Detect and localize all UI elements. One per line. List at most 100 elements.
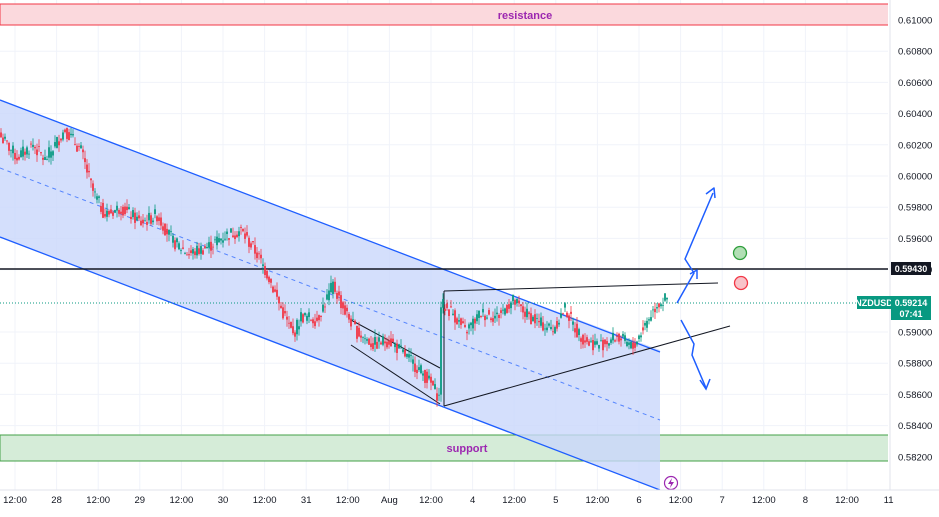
y-tick-label: 0.59600 <box>898 234 932 245</box>
candle <box>634 338 636 352</box>
candle <box>182 240 184 250</box>
candle <box>430 373 432 391</box>
candle <box>566 311 568 319</box>
candle <box>582 333 584 349</box>
candle <box>344 301 346 316</box>
candle <box>416 365 418 380</box>
red-circle-icon <box>733 275 749 291</box>
candle <box>524 306 526 323</box>
candle <box>84 150 86 169</box>
candle <box>382 333 384 347</box>
candle <box>620 335 622 347</box>
candle <box>322 297 324 313</box>
candle <box>498 313 500 326</box>
candle <box>168 229 170 242</box>
candle <box>530 307 532 325</box>
candle <box>126 199 128 214</box>
candle <box>206 242 208 249</box>
candle <box>366 337 368 344</box>
candle <box>76 143 78 152</box>
candle <box>86 159 88 179</box>
candle <box>120 205 122 221</box>
candle <box>334 277 336 295</box>
candle <box>180 248 182 255</box>
candle <box>194 247 196 259</box>
candle <box>490 316 492 323</box>
candle <box>662 297 664 312</box>
y-axis[interactable]: 0.61000 0.60800 0.60600 0.60400 0.60200 0.600… <box>898 16 932 464</box>
candle <box>570 306 572 322</box>
candle <box>448 309 450 321</box>
candle <box>494 308 496 324</box>
candle <box>378 331 380 349</box>
candle <box>600 334 602 342</box>
candle <box>358 321 360 338</box>
candle <box>520 304 522 313</box>
candle <box>234 231 236 244</box>
falling-wedge <box>350 319 441 405</box>
x-axis[interactable]: 12:00 28 12:00 29 12:00 30 12:00 31 12:00 Aug 12:0… <box>3 495 893 506</box>
candle <box>318 314 320 327</box>
candle <box>590 337 592 343</box>
candle <box>16 150 18 164</box>
candle <box>418 359 420 372</box>
candle <box>236 230 238 238</box>
candle <box>658 302 660 313</box>
candle <box>478 309 480 325</box>
candle <box>598 344 600 352</box>
candle <box>294 330 296 342</box>
candle <box>532 315 534 322</box>
candle <box>626 339 628 348</box>
y-tick-label: 0.58600 <box>898 390 932 401</box>
candle <box>438 387 440 402</box>
candle <box>316 310 318 323</box>
candle <box>542 315 544 332</box>
candle <box>624 332 626 344</box>
candle <box>390 331 392 347</box>
candle <box>654 302 656 319</box>
current-price-value: 0.59214 <box>895 298 928 308</box>
candle <box>210 235 212 258</box>
y-tick-label: 0.59800 <box>898 203 932 214</box>
candle <box>92 180 94 197</box>
candle <box>426 368 428 389</box>
candle <box>258 251 260 260</box>
candle <box>78 143 80 152</box>
candle <box>544 323 546 336</box>
candle <box>336 290 338 304</box>
candle <box>200 242 202 260</box>
candle <box>298 319 300 336</box>
candle <box>360 330 362 342</box>
candle <box>594 333 596 348</box>
candle <box>254 237 256 260</box>
candle <box>146 214 148 231</box>
candle <box>576 317 578 338</box>
candle <box>212 243 214 255</box>
candle <box>248 235 250 254</box>
candle <box>362 336 364 344</box>
lightning-icon[interactable] <box>663 475 679 490</box>
candle <box>50 145 52 165</box>
candle <box>54 135 56 149</box>
current-price-tag: NZDUSD 0.59214 07:41 <box>855 296 931 320</box>
candle <box>240 224 242 235</box>
candle <box>616 332 618 342</box>
candle <box>612 327 614 344</box>
candle <box>144 217 146 222</box>
candle <box>100 201 102 215</box>
candle <box>380 340 382 346</box>
candle <box>442 293 444 314</box>
x-tick-label: 12:00 <box>419 495 443 506</box>
candle <box>80 142 82 149</box>
candle <box>428 369 430 381</box>
candle <box>22 139 24 161</box>
candle <box>456 316 458 325</box>
candle <box>44 149 46 161</box>
candle <box>348 311 350 324</box>
candle <box>632 336 634 355</box>
candle <box>462 317 464 324</box>
candle <box>572 317 574 332</box>
candle <box>172 233 174 248</box>
candle <box>306 313 308 325</box>
